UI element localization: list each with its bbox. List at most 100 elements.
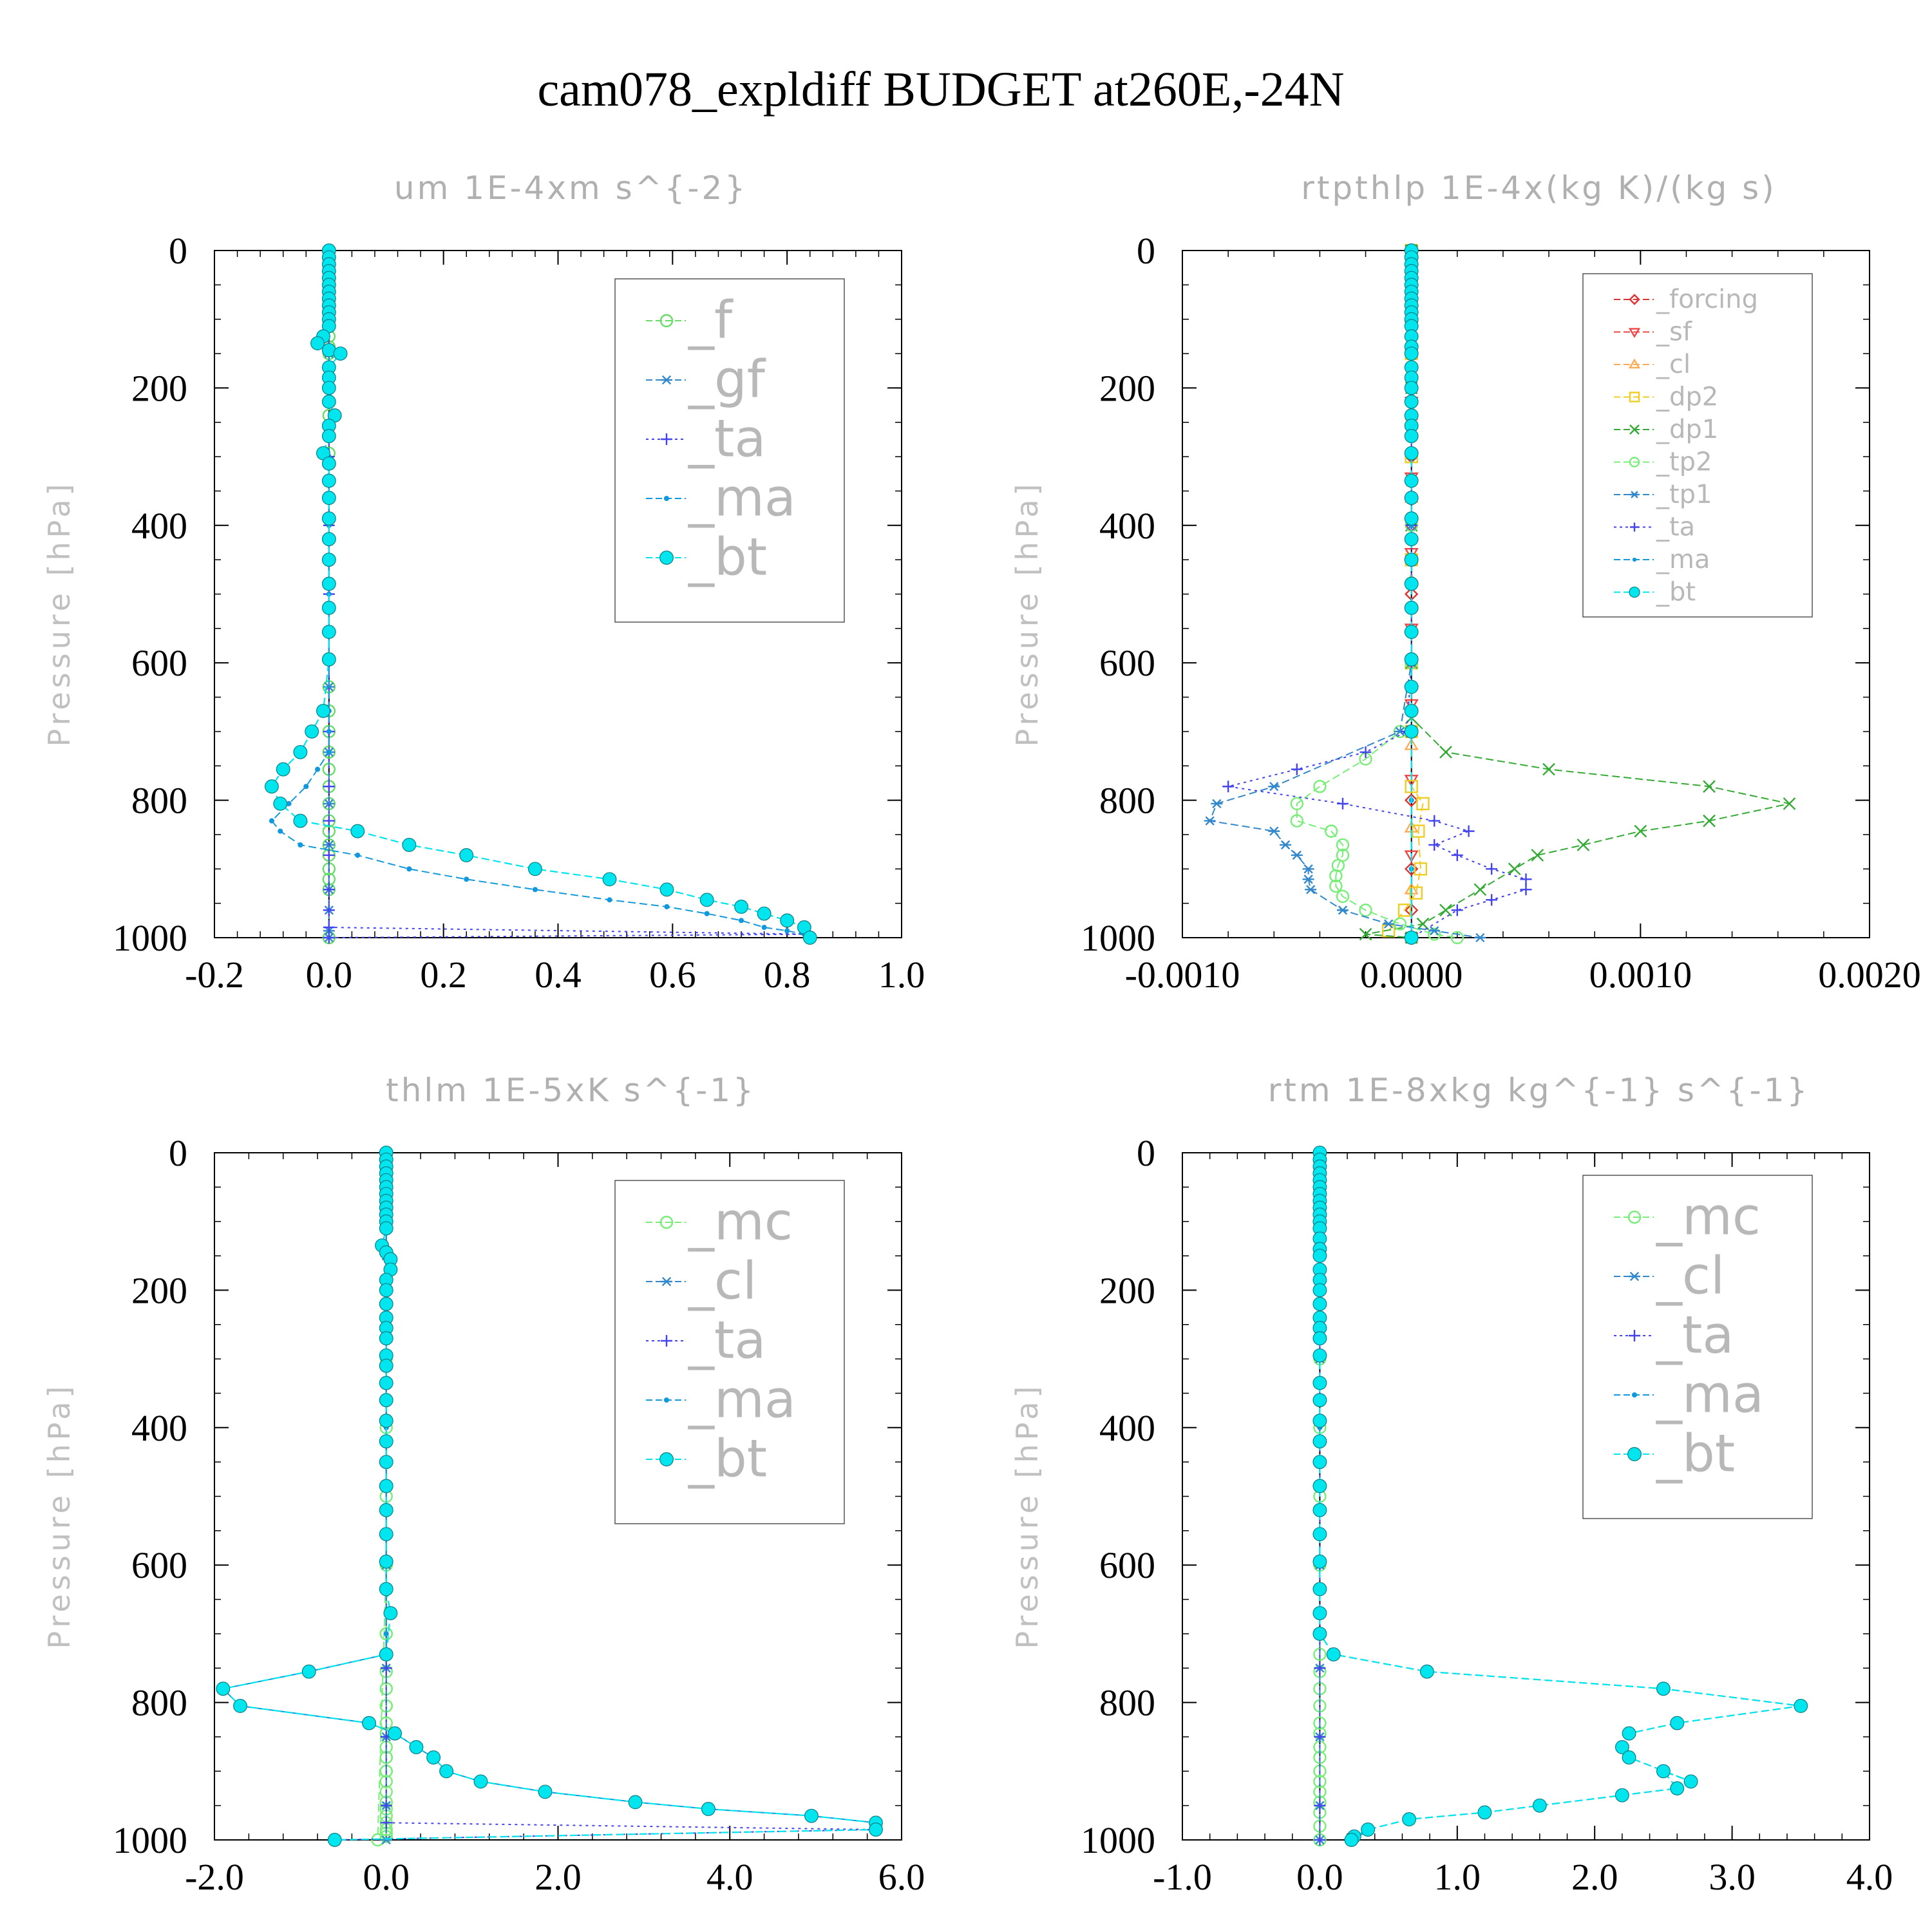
- data-point_bt: [1404, 429, 1419, 444]
- data-point_dp1: [1359, 927, 1372, 941]
- legend-marker_ma: [663, 495, 670, 502]
- data-point_bt: [1312, 1249, 1327, 1264]
- x-tick-label: 0.0: [1296, 1856, 1343, 1898]
- series_bt: [1404, 243, 1419, 945]
- data-point_bt: [1683, 1774, 1698, 1789]
- data-point_dp1: [1531, 849, 1544, 862]
- data-point_bt: [379, 1414, 393, 1428]
- data-point_bt: [1404, 381, 1419, 395]
- data-point_bt: [321, 429, 336, 444]
- data-point_bt: [1404, 679, 1419, 694]
- data-point_tp2: [1324, 824, 1338, 838]
- y-axis-label: Pressure [hPa]: [1010, 1383, 1045, 1649]
- data-point_ta: [1486, 863, 1498, 875]
- data-point_bt: [321, 511, 336, 526]
- x-tick-label: 0.4: [535, 954, 582, 996]
- legend: _forcing _sf _cl _dp2 _dp1 _tp2 _tp1 _ta _ma _bt: [1582, 273, 1813, 618]
- data-point_ta: [1428, 838, 1441, 851]
- data-point_bt: [1404, 553, 1419, 567]
- legend-label_bt: _bt: [688, 1428, 767, 1488]
- y-tick-label: 200: [1099, 1269, 1155, 1311]
- data-point_dp2: [1397, 904, 1412, 917]
- data-point_ta: [380, 1662, 392, 1674]
- panel-rtm: rtm 1E-8xkg kg^{-1} s^{-1} Pressure [hPa]…: [1010, 1072, 1893, 1898]
- data-point_bt: [1622, 1726, 1636, 1741]
- y-tick-label: 1000: [1081, 917, 1155, 959]
- series-line_tp2: [1296, 251, 1457, 938]
- data-point_bt: [1404, 600, 1419, 615]
- y-tick-label: 0: [169, 230, 187, 272]
- data-point_bt: [379, 1582, 393, 1596]
- series_bt: [264, 243, 817, 945]
- legend-box: [1582, 273, 1813, 618]
- legend-marker_sf: [1628, 328, 1641, 338]
- data-point_bt: [1312, 1393, 1327, 1408]
- data-point_mc: [379, 1775, 393, 1788]
- data-point_dp1: [1439, 746, 1452, 759]
- y-axis-label: Pressure [hPa]: [42, 1383, 77, 1649]
- data-point_tp1: [1211, 799, 1223, 809]
- legend-label_ta: _ta: [1656, 1305, 1734, 1365]
- legend-marker_bt: [659, 1452, 674, 1466]
- data-point_dp1: [1703, 780, 1716, 793]
- panel-title: thlm 1E-5xK s^{-1}: [386, 1072, 756, 1109]
- data-point_bt: [1622, 1750, 1636, 1765]
- legend-marker_gf: [661, 375, 672, 385]
- data-point_ta: [1359, 746, 1372, 758]
- data-point_bt: [379, 1434, 393, 1449]
- panel-title: um 1E-4xm s^{-2}: [394, 169, 748, 207]
- x-tick-label: 2.0: [1571, 1856, 1618, 1898]
- data-point_bt: [1344, 1833, 1359, 1847]
- data-point_bt: [321, 473, 336, 488]
- series_tp2: [1290, 243, 1464, 945]
- legend-marker_mc: [1627, 1210, 1642, 1224]
- data-point_ta: [380, 1799, 392, 1812]
- data-point_ma: [761, 924, 767, 931]
- legend-label_ta: _ta: [688, 408, 766, 468]
- data-point_tp2: [1329, 879, 1343, 893]
- panel-title: rtpthlp 1E-4x(kg K)/(kg s): [1301, 169, 1776, 207]
- data-point_ta: [1222, 781, 1235, 793]
- data-point_bt: [1312, 1554, 1327, 1569]
- data-point_bt: [1312, 1376, 1327, 1390]
- legend-label_cl: _cl: [1656, 350, 1690, 379]
- x-tick-label: 4.0: [1846, 1856, 1893, 1898]
- data-point_bt: [362, 1716, 377, 1730]
- data-point_bt: [1404, 576, 1419, 591]
- data-point_mc: [1313, 1775, 1327, 1788]
- data-point_bt: [379, 1647, 393, 1662]
- data-point_bt: [379, 1376, 393, 1390]
- x-tick-label: -1.0: [1153, 1856, 1212, 1898]
- data-point_dp1: [1703, 814, 1716, 828]
- data-point_dp1: [1439, 904, 1452, 917]
- data-point_bt: [1794, 1698, 1808, 1713]
- data-point_bt: [1404, 346, 1419, 361]
- data-point_bt: [293, 813, 308, 828]
- legend: _mc_cl_ta_ma_bt: [614, 1180, 845, 1524]
- legend-marker_mc: [659, 1215, 674, 1229]
- y-axis-label: Pressure [hPa]: [42, 480, 77, 747]
- y-tick-label: 200: [1099, 367, 1155, 409]
- legend-marker_ma: [1631, 1392, 1638, 1398]
- x-tick-label: -0.0010: [1125, 954, 1240, 996]
- legend-label_ta: _ta: [688, 1310, 766, 1370]
- data-point_bt: [379, 1358, 393, 1373]
- data-point_ma: [355, 852, 361, 858]
- data-point_ma: [704, 911, 710, 916]
- data-point_bt: [321, 456, 336, 471]
- data-point_ta: [1520, 884, 1532, 896]
- series_tp1: [1204, 245, 1486, 943]
- data-point_bt: [1312, 1455, 1327, 1470]
- panel-title: rtm 1E-8xkg kg^{-1} s^{-1}: [1268, 1072, 1810, 1109]
- data-point_ta: [1314, 1834, 1326, 1846]
- data-point_sf: [1404, 850, 1419, 863]
- data-point_ta: [380, 1817, 392, 1829]
- data-point_ma: [532, 887, 538, 893]
- data-point_bt: [1312, 1434, 1327, 1449]
- data-point_ta: [1463, 825, 1475, 837]
- data-point_tp1: [1204, 816, 1216, 826]
- y-tick-label: 200: [131, 367, 187, 409]
- data-point_ta: [323, 921, 335, 933]
- x-tick-label: 0.0010: [1589, 954, 1692, 996]
- data-point_bt: [1656, 1764, 1671, 1779]
